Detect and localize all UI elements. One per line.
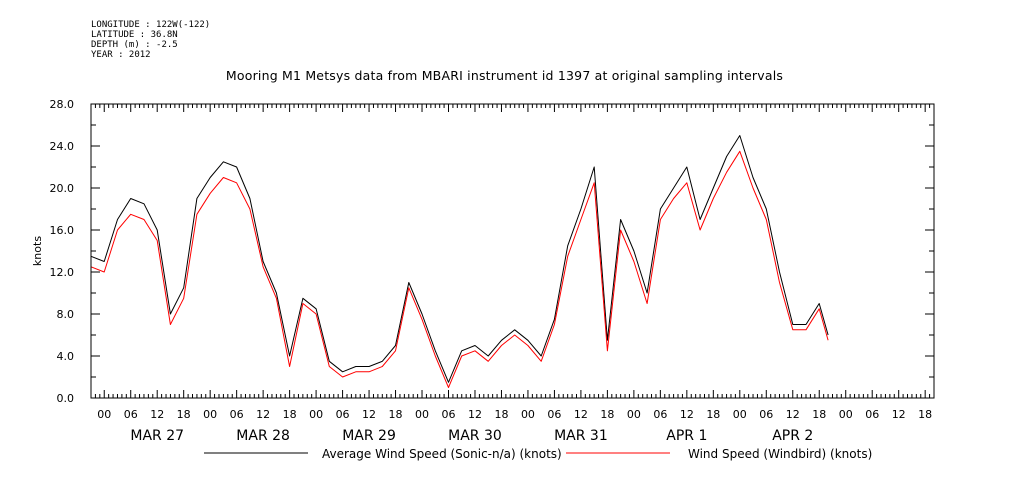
x-day-label: APR 2: [772, 428, 813, 444]
x-hour-tick-label: 12: [150, 408, 164, 421]
x-day-label: MAR 29: [342, 428, 396, 444]
series-windbird-wind-speed: [90, 150, 829, 388]
x-hour-tick-label: 12: [680, 408, 694, 421]
x-hour-tick-label: 00: [839, 408, 853, 421]
x-day-label: MAR 27: [130, 428, 184, 444]
x-day-label: APR 1: [666, 428, 707, 444]
longitude-label: LONGITUDE : 122W(-122): [91, 20, 211, 30]
series-average-wind-speed: [90, 135, 829, 383]
x-hour-tick-label: 00: [521, 408, 535, 421]
x-hour-tick-label: 18: [918, 408, 932, 421]
x-hour-tick-label: 00: [627, 408, 641, 421]
x-hour-tick-label: 06: [442, 408, 456, 421]
y-tick-label: 8.0: [57, 308, 75, 321]
legend: Average Wind Speed (Sonic-n/a) (knots) W…: [204, 447, 872, 461]
depth-label: DEPTH (m) : -2.5: [91, 40, 178, 50]
legend-label-windbird: Wind Speed (Windbird) (knots): [688, 447, 872, 461]
latitude-label: LATITUDE : 36.8N: [91, 30, 178, 40]
location-metadata: LONGITUDE : 122W(-122) LATITUDE : 36.8N …: [91, 20, 210, 60]
x-hour-tick-label: 18: [177, 408, 191, 421]
x-hour-tick-label: 06: [759, 408, 773, 421]
x-hour-tick-label: 18: [812, 408, 826, 421]
x-hour-tick-label: 18: [600, 408, 614, 421]
x-hour-tick-label: 00: [203, 408, 217, 421]
x-hour-tick-label: 06: [547, 408, 561, 421]
x-hour-tick-label: 00: [733, 408, 747, 421]
legend-label-average-wind: Average Wind Speed (Sonic-n/a) (knots): [322, 447, 562, 461]
y-tick-label: 4.0: [57, 350, 75, 363]
x-hour-tick-label: 12: [892, 408, 906, 421]
plot-frame: [90, 103, 935, 399]
y-tick-label: 0.0: [57, 392, 75, 405]
x-hour-tick-label: 06: [230, 408, 244, 421]
x-hour-tick-label: 12: [786, 408, 800, 421]
x-hour-tick-label: 18: [494, 408, 508, 421]
x-hour-tick-label: 06: [653, 408, 667, 421]
y-tick-label: 12.0: [50, 266, 75, 279]
x-hour-tick-label: 18: [283, 408, 297, 421]
x-hour-tick-label: 12: [362, 408, 376, 421]
x-hour-tick-label: 00: [97, 408, 111, 421]
x-hour-tick-label: 12: [256, 408, 270, 421]
axis-ticks: [91, 103, 934, 399]
x-hour-tick-label: 18: [706, 408, 720, 421]
axis-labels: 00 06 12 18 00 06 12 18 00 06 12 18 00 06 12 18 00 06 12 18…: [50, 98, 933, 444]
x-hour-tick-label: 06: [336, 408, 350, 421]
x-hour-tick-label: 12: [574, 408, 588, 421]
y-tick-label: 20.0: [50, 182, 75, 195]
x-day-label: MAR 31: [554, 428, 608, 444]
x-hour-tick-label: 12: [468, 408, 482, 421]
x-day-label: MAR 28: [236, 428, 290, 444]
x-hour-tick-label: 18: [389, 408, 403, 421]
y-tick-label: 16.0: [50, 224, 75, 237]
year-label: YEAR : 2012: [91, 50, 151, 60]
y-tick-label: 24.0: [50, 140, 75, 153]
y-axis-label: knots: [31, 236, 44, 266]
x-hour-tick-label: 00: [309, 408, 323, 421]
chart-title: Mooring M1 Metsys data from MBARI instru…: [225, 68, 784, 83]
x-hour-tick-label: 06: [124, 408, 138, 421]
x-day-label: MAR 30: [448, 428, 502, 444]
x-hour-tick-label: 00: [415, 408, 429, 421]
series-lines: [90, 135, 829, 388]
y-tick-label: 28.0: [50, 98, 75, 111]
x-hour-tick-label: 06: [865, 408, 879, 421]
